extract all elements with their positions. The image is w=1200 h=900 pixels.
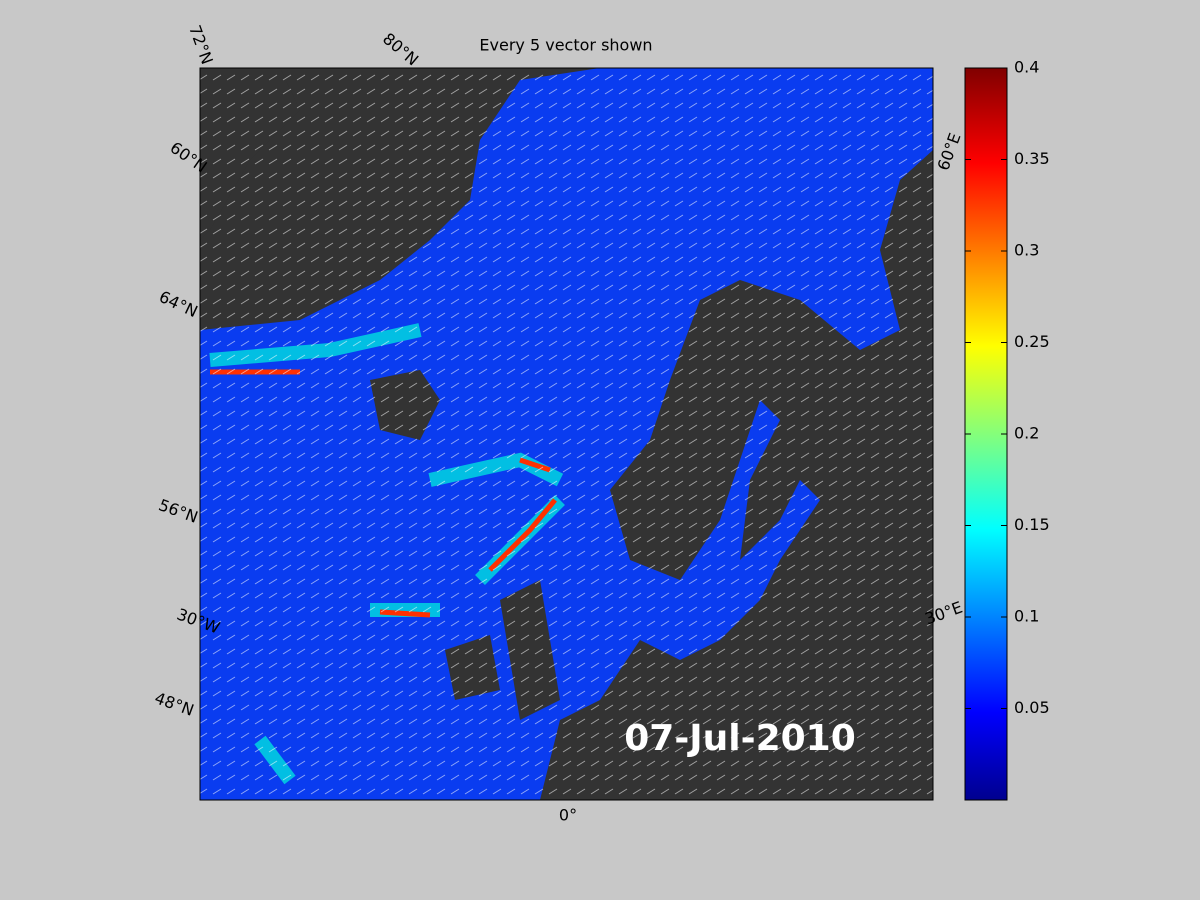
graticule-label: 80°N [379, 29, 422, 69]
graticule-label: 56°N [156, 495, 200, 527]
tick-label: 0.35 [1014, 149, 1050, 168]
map-frame [199, 67, 934, 801]
colorbar-ticks: 0.05 0.1 0.15 0.2 0.25 0.3 0.35 0.4 [965, 58, 1050, 717]
colorbar [964, 67, 1008, 801]
tick-label: 0.1 [1014, 607, 1039, 626]
graticule-label: 0° [559, 806, 577, 825]
graticule-label: 64°N [156, 287, 201, 321]
graticule-label: 72°N [185, 22, 217, 66]
tick-label: 0.15 [1014, 515, 1050, 534]
tick-label: 0.25 [1014, 332, 1050, 351]
vectors [200, 68, 933, 800]
tick-label: 0.3 [1014, 241, 1039, 260]
tick-label: 0.2 [1014, 424, 1039, 443]
tick-label: 0.05 [1014, 698, 1050, 717]
tick-label: 0.4 [1014, 58, 1039, 77]
map-title: Every 5 vector shown [479, 36, 652, 55]
graticule-label: 60°E [934, 130, 965, 173]
map-area [200, 68, 933, 800]
graticule-label: 48°N [152, 688, 196, 720]
date-label: 07-Jul-2010 [624, 718, 856, 759]
